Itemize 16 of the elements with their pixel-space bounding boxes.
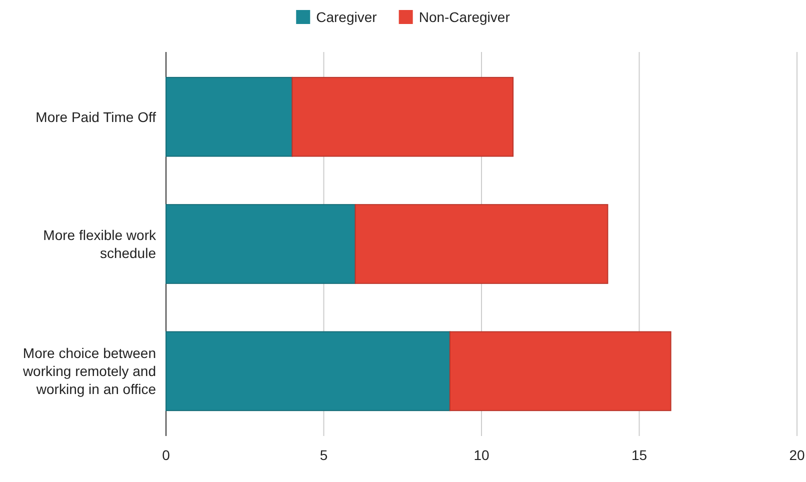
x-tick-label: 20	[789, 446, 805, 463]
bar	[292, 76, 514, 157]
y-tick-label: More choice between working remotely and working in an office	[22, 345, 156, 398]
x-tick-label: 0	[162, 446, 170, 463]
bar	[354, 204, 608, 284]
bar	[166, 204, 356, 284]
bar	[166, 76, 293, 157]
y-tick-label: More Paid Time Off	[36, 108, 156, 125]
bar	[449, 331, 672, 412]
legend-label: Caregiver	[316, 9, 378, 25]
x-tick-label: 10	[474, 446, 490, 463]
y-tick-label: More flexible work schedule	[43, 227, 157, 261]
bar	[166, 331, 450, 412]
x-tick-label: 15	[631, 446, 648, 463]
legend-label: Non-Caregiver	[418, 9, 510, 25]
x-tick-label: 5	[320, 446, 328, 463]
